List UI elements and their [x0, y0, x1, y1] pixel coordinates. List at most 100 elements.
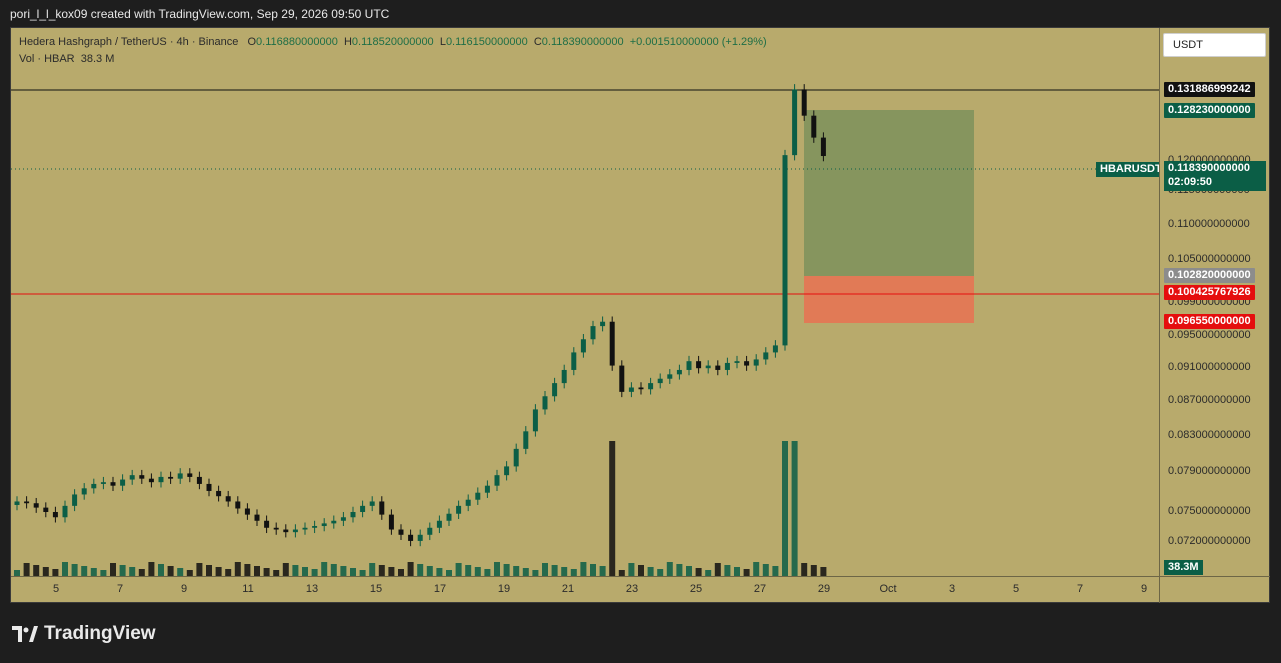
candle-body: [753, 359, 759, 366]
candle-body: [427, 527, 433, 535]
legend-volume-value: 38.3 M: [80, 53, 115, 65]
volume-bar: [762, 564, 769, 576]
candle-body: [561, 369, 567, 384]
candle-body: [456, 505, 462, 514]
volume-bar: [330, 564, 337, 576]
volume-bar: [580, 562, 587, 576]
brand-name: TradingView: [44, 623, 156, 644]
volume-bar: [52, 569, 59, 576]
candle-body: [331, 520, 337, 524]
candle-body: [408, 534, 414, 541]
volume-bar: [599, 566, 606, 576]
date-label: 7: [1076, 583, 1084, 595]
price-tick: 0.105000000000: [1168, 253, 1251, 265]
date-label: 27: [753, 583, 767, 595]
volume-bar: [359, 570, 366, 576]
candle-body: [676, 369, 682, 375]
date-label: 11: [242, 583, 254, 595]
candle-body: [792, 89, 798, 156]
price-tick: 0.087000000000: [1168, 394, 1251, 406]
volume-bar: [167, 566, 174, 576]
candle-body: [398, 529, 404, 535]
candle-body: [379, 501, 385, 515]
date-label: 3: [948, 583, 956, 595]
candle-body: [724, 362, 730, 370]
volume-bar: [398, 569, 404, 576]
volume-bar: [273, 570, 280, 576]
candle-body: [168, 476, 174, 479]
volume-bar: [513, 566, 520, 576]
candle-body: [648, 383, 654, 390]
candle-body: [801, 89, 807, 116]
price-scale[interactable]: 0.120000000000 0.115000000000 0.11000000…: [1159, 28, 1270, 576]
volume-bar: [436, 568, 443, 576]
volume-bar: [686, 566, 692, 576]
legend-low: 0.116150000000: [445, 36, 528, 48]
time-scale[interactable]: 5 7 9 11 13 15 17 19 21 23 25 27 29 Oct …: [11, 576, 1159, 603]
candle-body: [388, 514, 394, 530]
candle-body: [494, 475, 500, 486]
volume-bar: [724, 565, 731, 576]
volume-bar: [254, 566, 260, 576]
candle-body: [532, 409, 538, 432]
volume-bar: [90, 568, 97, 576]
date-label: 7: [116, 583, 124, 595]
price-tick: 0.091000000000: [1168, 361, 1251, 373]
currency-selector[interactable]: USDT: [1163, 33, 1266, 57]
candle-body: [206, 483, 212, 491]
legend-symbol: Hedera Hashgraph / TetherUS · 4h · Binan…: [19, 36, 239, 48]
candle-body: [216, 490, 222, 497]
candle-body: [542, 396, 548, 410]
candle-body: [628, 387, 634, 392]
price-tick: 0.110000000000: [1168, 218, 1250, 230]
volume-bar: [455, 563, 462, 576]
brand-logo[interactable]: TradingView: [12, 623, 156, 645]
current-price-value: 0.118390000000: [1168, 162, 1250, 174]
candle-body: [321, 523, 327, 527]
volume-bar: [561, 567, 568, 576]
chart-caption: pori_l_l_kox09 created with TradingView.…: [10, 7, 390, 21]
candle-body: [369, 501, 375, 506]
volume-bar: [177, 568, 184, 576]
legend-change: +0.001510000000 (+1.29%): [629, 36, 767, 48]
volume-bar: [206, 565, 212, 576]
candle-body: [696, 361, 702, 369]
volume-bar: [282, 563, 289, 576]
legend-high: 0.118520000000: [351, 36, 434, 48]
volume-bar: [542, 563, 548, 576]
candle-body: [312, 526, 318, 528]
candle-body: [148, 478, 154, 483]
candle-body: [177, 473, 183, 479]
volume-bar: [676, 564, 683, 576]
candle-body: [244, 508, 250, 515]
volume-bar: [638, 565, 644, 576]
target-price-tag: 0.128230000000: [1164, 103, 1255, 118]
candle-countdown: 02:09:50: [1168, 176, 1213, 188]
candle-body: [360, 505, 366, 512]
volume-bar: [23, 563, 30, 576]
plot-area[interactable]: Hedera Hashgraph / TetherUS · 4h · Binan…: [11, 28, 1159, 576]
date-label: 17: [433, 583, 447, 595]
legend-volume: Vol · HBAR 38.3 M: [19, 53, 115, 65]
scale-corner[interactable]: [1159, 576, 1270, 603]
candle-body: [24, 501, 30, 504]
volume-bar: [369, 563, 376, 576]
candle-body: [292, 529, 298, 533]
legend-close: 0.118390000000: [541, 36, 624, 48]
candle-body: [667, 374, 673, 379]
volume-bar: [186, 570, 193, 576]
candle-body: [715, 365, 721, 370]
candle-body: [705, 365, 711, 369]
date-label: 9: [180, 583, 188, 595]
volume-bar: [522, 568, 529, 576]
candle-body: [590, 326, 596, 340]
candle-body: [110, 482, 116, 486]
volume-bar: [772, 566, 779, 576]
candle-body: [264, 520, 270, 528]
candle-body: [820, 137, 826, 157]
chart-widget[interactable]: Hedera Hashgraph / TetherUS · 4h · Binan…: [10, 27, 1270, 603]
symbol-tag: HBARUSDT: [1096, 162, 1159, 177]
candle-body: [600, 321, 606, 327]
volume-bar: [148, 562, 155, 576]
volume-bar: [119, 565, 126, 576]
